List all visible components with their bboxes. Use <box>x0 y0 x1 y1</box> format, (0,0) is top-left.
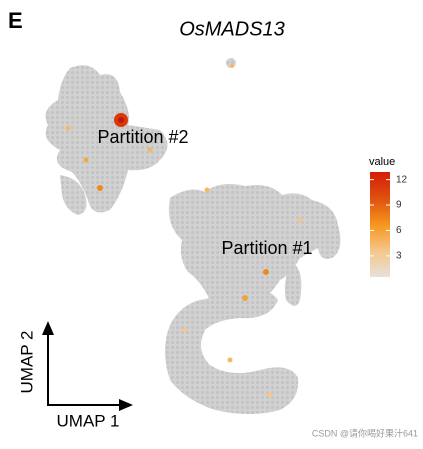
x-axis-label: UMAP 1 <box>57 411 120 430</box>
y-axis-label: UMAP 2 <box>17 331 36 394</box>
colorbar: value 3 6 9 12 <box>369 156 408 277</box>
annotation: Partition #2 <box>97 127 188 147</box>
partition-2-cloud <box>45 58 236 215</box>
colorbar-gradient <box>370 172 390 277</box>
annotation: Partition #1 <box>221 238 312 258</box>
chart-title: OsMADS13 <box>179 18 285 40</box>
partition-1-cloud <box>165 184 341 414</box>
panel-label: E <box>8 8 23 33</box>
watermark: CSDN @请你喝好果汁641 <box>312 427 418 438</box>
colorbar-tick-label: 3 <box>396 250 402 261</box>
colorbar-tick-label: 12 <box>396 174 408 185</box>
expression-dots <box>65 64 303 398</box>
colorbar-title: value <box>369 156 395 168</box>
colorbar-tick-label: 6 <box>396 225 402 236</box>
colorbar-tick-label: 9 <box>396 200 402 211</box>
axis-arrows <box>42 321 133 411</box>
